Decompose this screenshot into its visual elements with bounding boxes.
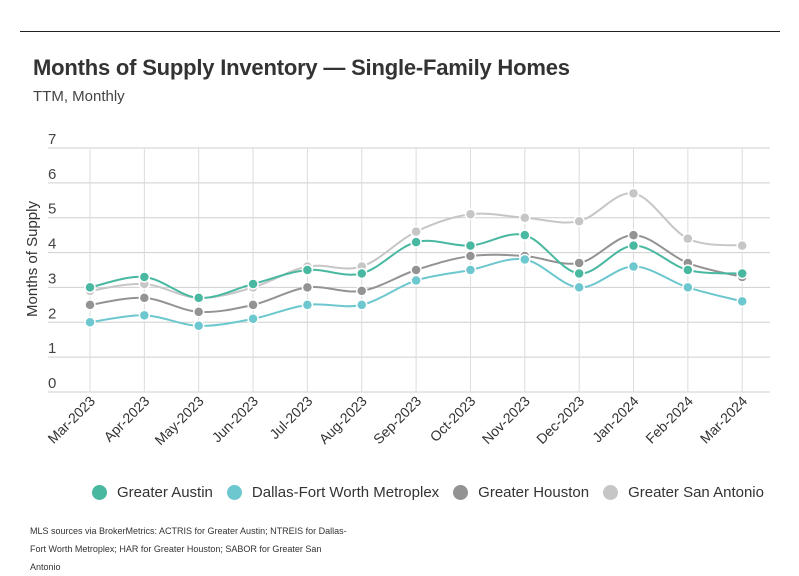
x-tick-label: Feb-2024	[642, 393, 696, 447]
data-point	[573, 267, 585, 280]
data-point	[627, 187, 640, 200]
legend-item-dallas-fort-worth: Dallas-Fort Worth Metroplex	[226, 484, 440, 501]
data-point	[410, 236, 422, 248]
data-point	[627, 260, 640, 273]
legend-label: Greater Houston	[478, 484, 590, 501]
data-point	[356, 285, 368, 297]
source-note: MLS sources via BrokerMetrics: ACTRIS fo…	[30, 526, 347, 572]
chart-legend: Greater Austin Dallas-Fort Worth Metropl…	[92, 484, 778, 501]
x-tick-label: Jul-2023	[266, 393, 315, 442]
y-tick-label: 2	[48, 305, 56, 322]
data-point	[573, 257, 585, 269]
data-point	[138, 309, 151, 322]
data-point	[410, 225, 422, 238]
data-point	[519, 253, 531, 266]
y-tick-label: 0	[48, 375, 56, 392]
legend-item-greater-austin: Greater Austin	[92, 484, 213, 501]
data-point	[464, 208, 477, 220]
top-rule	[20, 31, 780, 32]
data-point	[464, 264, 477, 276]
series-dallas-fort-worth-metroplex	[84, 253, 748, 332]
data-point	[736, 267, 748, 280]
data-point	[573, 281, 585, 294]
x-tick-label: Apr-2023	[100, 393, 152, 445]
data-point	[682, 264, 694, 276]
chart-series	[84, 187, 748, 332]
data-point	[356, 299, 368, 311]
data-point	[192, 292, 205, 304]
x-tick-label: Sep-2023	[370, 393, 424, 447]
y-axis-label: Months of Supply	[24, 201, 41, 317]
data-point	[519, 229, 531, 241]
data-point	[736, 295, 748, 308]
data-point	[138, 271, 151, 283]
series-greater-houston	[84, 229, 748, 318]
x-tick-label: Jun-2023	[209, 393, 262, 446]
legend-swatch	[92, 485, 107, 500]
series-greater-austin	[84, 229, 748, 304]
chart-subtitle: TTM, Monthly	[33, 88, 125, 105]
x-tick-label: Dec-2023	[533, 393, 587, 447]
data-point	[410, 264, 422, 276]
data-point	[84, 299, 96, 311]
x-tick-label: Mar-2023	[44, 393, 98, 447]
chart-grid	[48, 147, 770, 393]
y-tick-label: 1	[48, 340, 56, 357]
data-point	[627, 239, 640, 252]
data-point	[356, 267, 368, 280]
y-tick-label: 3	[48, 270, 56, 287]
data-point	[247, 299, 259, 311]
x-axis-ticks: Mar-2023 Apr-2023 May-2023 Jun-2023 Jul-2023…	[44, 393, 750, 448]
data-point	[247, 278, 259, 290]
legend-swatch	[603, 485, 619, 500]
data-point	[247, 313, 259, 325]
data-point	[301, 281, 314, 294]
data-point	[573, 215, 585, 227]
legend-label: Greater San Antonio	[628, 484, 764, 501]
x-tick-label: May-2023	[151, 393, 206, 448]
legend-label: Greater Austin	[117, 484, 213, 501]
data-point	[192, 306, 205, 318]
legend-label: Dallas-Fort Worth Metroplex	[251, 484, 440, 501]
x-tick-label: Jan-2024	[589, 393, 642, 446]
legend-swatch	[453, 485, 469, 500]
y-tick-label: 6	[48, 166, 56, 183]
data-point	[627, 229, 640, 241]
data-point	[138, 292, 151, 304]
y-tick-label: 5	[48, 201, 56, 218]
legend-swatch	[226, 485, 242, 500]
x-tick-label: Nov-2023	[479, 393, 533, 447]
data-point	[464, 239, 477, 252]
x-tick-label: Oct-2023	[427, 393, 479, 445]
legend-item-greater-houston: Greater Houston	[453, 484, 589, 501]
legend-item-greater-san-antonio: Greater San Antonio	[603, 484, 764, 501]
data-point	[192, 320, 205, 332]
data-point	[519, 211, 531, 224]
data-point	[682, 281, 694, 294]
y-axis-ticks: 0 1 2 3 4 5 6 7	[48, 131, 56, 392]
data-point	[84, 281, 96, 294]
data-point	[301, 264, 314, 276]
data-point	[682, 232, 694, 245]
x-tick-label: Aug-2023	[316, 393, 370, 447]
data-point	[736, 239, 748, 252]
data-point	[84, 316, 96, 329]
y-tick-label: 7	[48, 131, 56, 148]
y-tick-label: 4	[48, 236, 56, 253]
data-point	[301, 299, 314, 311]
data-point	[464, 250, 477, 262]
x-tick-label: Mar-2024	[697, 393, 751, 447]
chart-title: Months of Supply Inventory — Single-Fami…	[33, 55, 570, 80]
data-point	[410, 274, 422, 287]
